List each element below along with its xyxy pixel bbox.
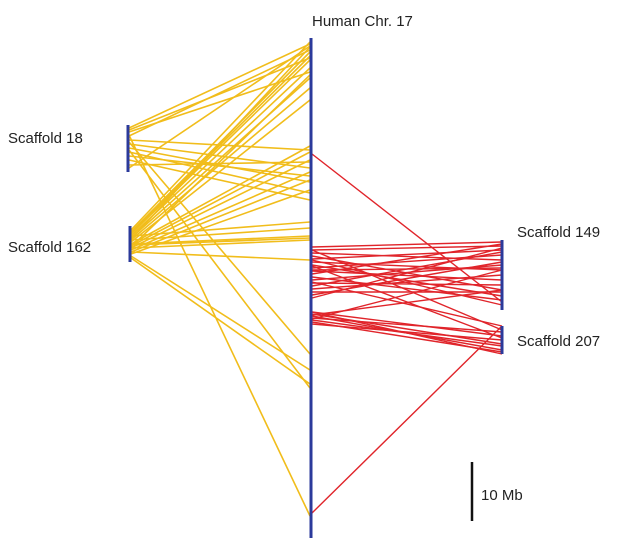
scaffold-207-label: Scaffold 207 (517, 333, 600, 350)
scaffold-162-label: Scaffold 162 (8, 239, 91, 256)
synteny-link (311, 249, 503, 331)
synteny-link (311, 259, 503, 306)
synteny-link (128, 155, 311, 177)
synteny-link (130, 179, 311, 253)
synteny-link (130, 255, 311, 371)
synteny-link (130, 257, 311, 385)
synteny-link (128, 149, 311, 389)
human-chromosome-label: Human Chr. 17 (312, 13, 413, 30)
synteny-link (128, 141, 311, 355)
synteny-link (128, 159, 311, 201)
synteny-link (311, 269, 503, 320)
synteny-link (128, 134, 311, 517)
synteny-link (128, 49, 311, 137)
synteny-link (311, 311, 503, 355)
synteny-link (130, 221, 311, 237)
synteny-link (128, 57, 311, 131)
synteny-link (130, 59, 311, 235)
synteny-link (311, 241, 503, 248)
scaffold-149-label: Scaffold 149 (517, 224, 600, 241)
synteny-link (130, 251, 311, 261)
synteny-link (311, 311, 503, 337)
synteny-link (130, 237, 311, 246)
synteny-link (311, 281, 503, 327)
synteny-link (130, 41, 311, 231)
synteny-link (311, 323, 503, 341)
synteny-link (311, 252, 503, 261)
scaffold-18-label: Scaffold 18 (8, 130, 83, 147)
synteny-link (311, 282, 503, 286)
synteny-link (130, 46, 311, 240)
synteny-link (130, 151, 311, 247)
synteny-link (130, 87, 311, 241)
right-synteny-links (311, 153, 503, 514)
left-synteny-links (128, 41, 311, 517)
synteny-link (311, 245, 503, 251)
synteny-link (128, 45, 311, 169)
synteny-link (130, 171, 311, 251)
synteny-link (311, 317, 503, 333)
scale-bar-label: 10 Mb (481, 487, 523, 504)
synteny-link (130, 227, 311, 241)
synteny-link (130, 55, 311, 234)
synteny-link (130, 74, 311, 248)
synteny-link (130, 239, 311, 249)
synteny-link (130, 235, 311, 245)
synteny-link (130, 145, 311, 245)
synteny-link (311, 267, 503, 271)
synteny-link (311, 249, 503, 260)
synteny-link (311, 325, 503, 514)
synteny-link (128, 43, 311, 129)
